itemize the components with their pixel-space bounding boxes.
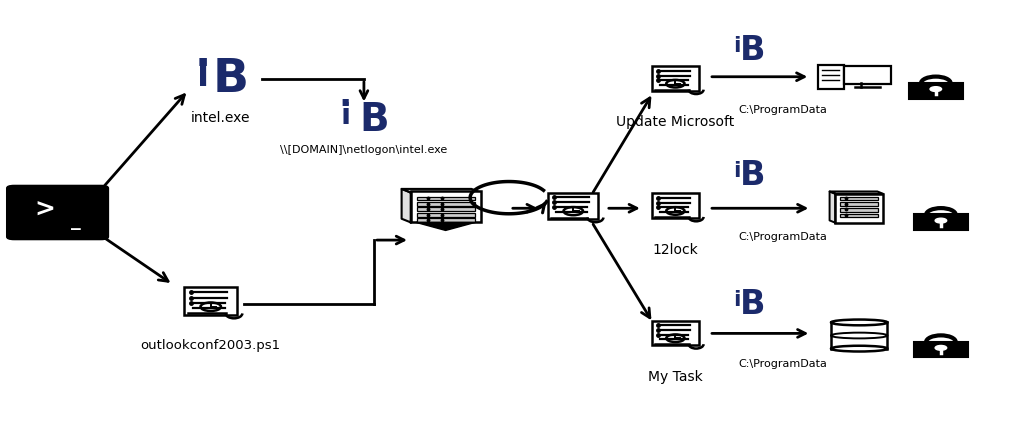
FancyBboxPatch shape (184, 288, 237, 315)
FancyBboxPatch shape (840, 203, 878, 206)
Polygon shape (401, 190, 411, 223)
FancyBboxPatch shape (417, 219, 474, 223)
Ellipse shape (831, 346, 888, 352)
Text: Update Microsoft: Update Microsoft (616, 115, 734, 129)
Text: B: B (740, 288, 766, 320)
Text: B: B (740, 158, 766, 191)
FancyBboxPatch shape (548, 193, 598, 219)
Text: >: > (35, 198, 55, 222)
Circle shape (930, 87, 942, 92)
Text: i: i (340, 102, 350, 130)
FancyBboxPatch shape (417, 208, 474, 212)
Text: i: i (733, 36, 740, 56)
FancyBboxPatch shape (417, 197, 474, 201)
Text: C:\ProgramData: C:\ProgramData (738, 104, 827, 114)
Text: C:\ProgramData: C:\ProgramData (738, 231, 827, 241)
Circle shape (935, 345, 946, 351)
Text: i: i (197, 58, 209, 92)
FancyBboxPatch shape (914, 342, 968, 357)
Polygon shape (416, 223, 475, 231)
FancyBboxPatch shape (909, 83, 963, 99)
Text: B: B (359, 101, 389, 139)
FancyBboxPatch shape (845, 67, 891, 85)
FancyBboxPatch shape (651, 67, 699, 92)
Text: C:\ProgramData: C:\ProgramData (738, 358, 827, 368)
Text: 12lock: 12lock (652, 242, 698, 256)
FancyBboxPatch shape (651, 194, 699, 219)
Text: ·: · (195, 44, 211, 86)
FancyBboxPatch shape (417, 213, 474, 217)
FancyBboxPatch shape (840, 209, 878, 212)
Polygon shape (829, 192, 883, 194)
Text: i: i (733, 290, 740, 310)
Text: \\[DOMAIN]\netlogon\intel.exe: \\[DOMAIN]\netlogon\intel.exe (281, 144, 447, 155)
FancyBboxPatch shape (840, 197, 878, 201)
Text: _: _ (71, 210, 81, 229)
Text: ·: · (339, 88, 352, 122)
FancyBboxPatch shape (914, 215, 968, 230)
Polygon shape (831, 322, 888, 349)
FancyBboxPatch shape (840, 214, 878, 218)
FancyBboxPatch shape (818, 66, 844, 89)
Text: My Task: My Task (648, 369, 702, 383)
Circle shape (935, 219, 946, 224)
FancyBboxPatch shape (411, 191, 480, 223)
Text: B: B (213, 57, 249, 102)
FancyBboxPatch shape (417, 202, 474, 206)
Text: B: B (740, 34, 766, 66)
FancyBboxPatch shape (836, 194, 883, 223)
FancyBboxPatch shape (6, 185, 110, 241)
Polygon shape (401, 190, 480, 193)
Text: i: i (733, 161, 740, 181)
FancyBboxPatch shape (651, 321, 699, 345)
Text: intel.exe: intel.exe (191, 111, 251, 125)
Text: outlookconf2003.ps1: outlookconf2003.ps1 (140, 338, 281, 351)
Polygon shape (829, 192, 836, 223)
Ellipse shape (831, 320, 888, 325)
